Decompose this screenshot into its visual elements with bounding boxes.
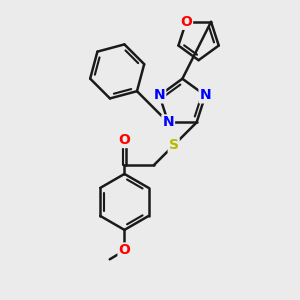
Text: N: N xyxy=(154,88,165,102)
Text: O: O xyxy=(118,133,130,147)
Text: N: N xyxy=(200,88,211,102)
Text: S: S xyxy=(169,138,179,152)
Text: O: O xyxy=(118,244,130,257)
Text: O: O xyxy=(180,15,192,29)
Text: N: N xyxy=(162,116,174,129)
